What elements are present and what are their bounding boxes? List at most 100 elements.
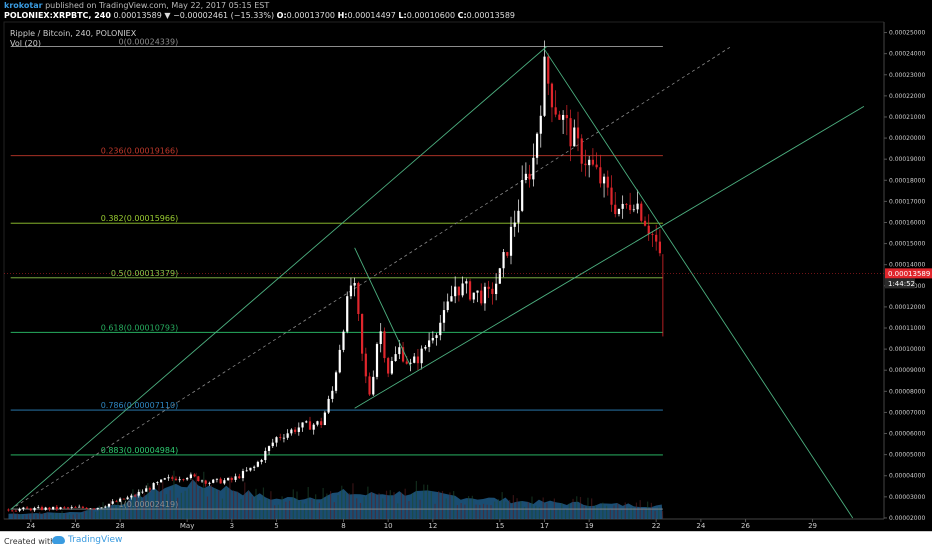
candle-body [74,507,77,508]
volume-bar [531,496,533,519]
candle-body [78,506,81,508]
volume-bar [76,513,78,519]
candle-body [18,509,21,511]
candle-body [420,348,423,364]
volume-bar [329,491,332,519]
y-tick-label: 0.00009000 [889,367,925,374]
author-link[interactable]: krokotar [4,1,43,10]
candle-body [461,283,464,296]
price-chart[interactable]: 0.00025000 0.00024000 0.00023000 0.00022000… [0,0,932,531]
candle-body [439,322,442,336]
candle-body [107,503,111,507]
y-tick-label: 0.00011000 [889,325,925,332]
volume-bar [113,504,115,519]
candle-body [89,508,92,510]
volume-bar [516,498,518,519]
volume-bar [561,502,563,519]
candle-body [632,209,635,211]
y-tick-label: 0.00017000 [889,198,925,205]
candle-body [651,234,654,235]
volume-bar [628,507,630,519]
x-tick-label: 24 [26,522,35,530]
chart-title: Ripple / Bitcoin, 240, POLONIEX [10,29,137,38]
volume-bar [147,483,149,519]
candle-body [215,478,219,480]
published-text: published on TradingView.com, May 22, 20… [45,1,270,10]
volume-bar [12,511,15,519]
volume-bar [393,492,395,519]
volume-bar [639,500,641,519]
volume-bar [83,510,86,519]
candle-body [59,507,62,510]
x-tick-label: 10 [384,522,393,530]
volume-bar [389,490,391,519]
candle-body [457,286,460,296]
volume-bar [236,491,238,519]
candle-body [305,421,308,423]
volume-bar [300,500,302,519]
candle-body [167,477,170,479]
volume-bar [635,502,638,519]
candle-body [323,412,326,425]
fib-level-label: 1(0.00002419) [119,500,179,509]
volume-bar [378,493,380,519]
candle-body [320,421,323,425]
volume-bar [624,502,626,519]
fib-level-label: 0.883(0.00004984) [101,446,179,455]
y-tick-label: 0.00019000 [889,156,925,163]
candle-body [137,491,140,496]
x-tick-label: 28 [116,522,125,530]
candle-body [658,241,662,254]
volume-bar [229,476,231,519]
volume-bar [326,493,328,519]
volume-bar [203,471,205,519]
candle-body [279,437,282,438]
x-tick-label: 3 [230,522,234,530]
candle-body [230,477,233,480]
candle-body [25,507,29,509]
candle-body [267,446,271,451]
volume-bar [154,490,156,519]
candle-body [550,83,554,108]
x-tick-label: 22 [652,522,661,530]
volume-bar [538,507,541,519]
candle-body [576,127,580,139]
volume-bar [65,513,67,519]
candle-body [7,509,10,511]
volume-bar [583,505,585,519]
volume-bar [307,487,309,519]
candle-body [271,442,274,447]
volume-bar [255,488,257,519]
volume-bar [359,502,362,519]
volume-bar [546,503,548,519]
candle-body [22,507,25,510]
candle-body [643,220,647,226]
candle-body [238,476,241,479]
volume-bar [620,510,623,519]
volume-bar [460,503,462,519]
close-label: C: [457,11,467,20]
tradingview-brand[interactable]: TradingView [52,535,122,545]
volume-bar [91,508,93,519]
candle-body [368,376,371,395]
candle-body [625,203,628,205]
candle-body [174,478,178,481]
candle-body [647,225,650,235]
candle-body [249,467,252,471]
x-tick-label: 26 [71,522,80,530]
volume-bar [523,506,526,519]
candle-body [428,340,431,347]
volume-bar [106,506,108,519]
candle-body [375,344,379,377]
y-tick-label: 0.00007000 [889,409,925,416]
candle-body [193,474,196,477]
volume-bar [292,489,294,519]
candle-body [331,390,334,399]
candle-body [159,479,163,483]
candle-body [599,167,602,184]
candle-body [92,508,96,510]
candle-body [606,176,609,188]
volume-bar [27,514,30,519]
volume-bar [564,509,567,519]
volume-bar [594,504,597,519]
